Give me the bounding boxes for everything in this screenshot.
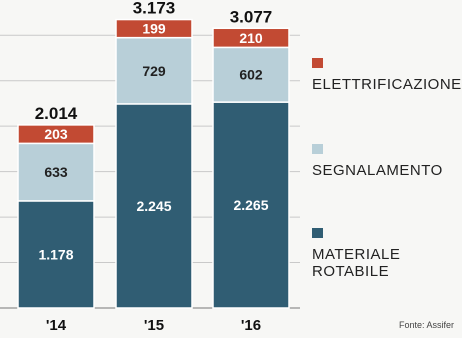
bar-segment	[212, 46, 290, 103]
x-tick-label: '14	[46, 317, 67, 334]
bar-value-label: 2.265	[233, 197, 268, 213]
bar-value-label: 633	[44, 164, 68, 180]
source-note: Fonte: Assifer	[398, 320, 454, 330]
bar-value-label: 210	[239, 30, 263, 46]
bar-segment	[17, 200, 95, 309]
legend-swatch-elettrificazione	[312, 58, 323, 68]
bar-segment	[212, 101, 290, 309]
legend-swatch-segnalamento	[312, 144, 323, 154]
legend-label-elettrificazione: ELETTRIFICAZIONE	[312, 76, 462, 93]
chart-legend: ELETTRIFICAZIONE SEGNALAMENTO MATERIALE …	[300, 0, 462, 338]
bar-value-label: 1.178	[38, 246, 73, 262]
bar-total-label: 2.014	[35, 104, 78, 123]
x-tick-label: '16	[241, 317, 261, 334]
bar-segment	[212, 27, 290, 49]
bar-segment	[115, 103, 193, 309]
bar-segment	[17, 124, 95, 145]
bar-segment	[17, 142, 95, 202]
legend-swatch-materiale-rotabile	[312, 228, 323, 238]
bar-value-label: 2.245	[136, 198, 171, 214]
bar-total-label: 3.077	[230, 7, 273, 26]
bar-segment	[115, 36, 193, 105]
bar-value-label: 729	[142, 63, 166, 79]
bar-value-label: 203	[44, 126, 68, 142]
bar-segment	[115, 18, 193, 39]
bar-total-label: 3.173	[133, 0, 176, 18]
x-tick-label: '15	[144, 317, 164, 334]
legend-label-materiale-rotabile: MATERIALE ROTABILE	[312, 246, 401, 280]
bar-value-label: 602	[239, 67, 263, 83]
bar-value-label: 199	[142, 21, 166, 37]
legend-label-segnalamento: SEGNALAMENTO	[312, 162, 443, 179]
